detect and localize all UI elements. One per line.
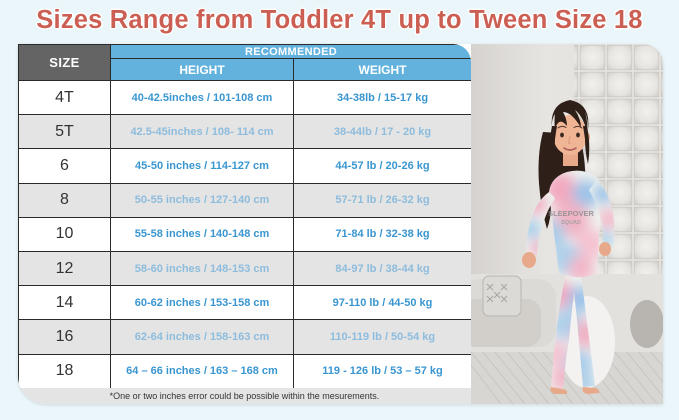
svg-text:SLEEPOVER: SLEEPOVER	[548, 209, 594, 218]
svg-text:SQUAD: SQUAD	[561, 220, 581, 226]
